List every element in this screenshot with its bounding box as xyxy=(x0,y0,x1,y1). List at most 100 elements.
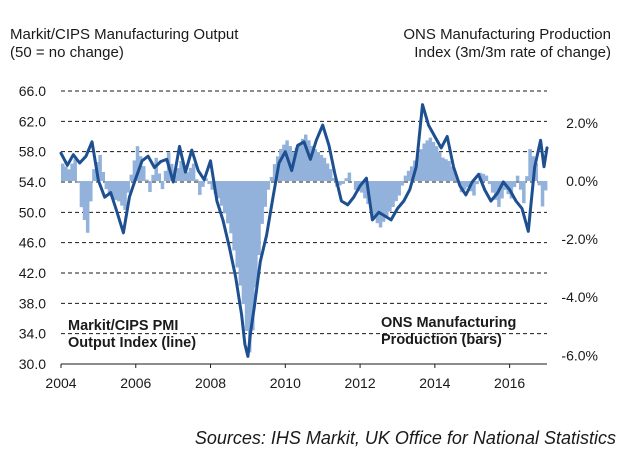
bar xyxy=(201,181,205,187)
bar xyxy=(92,169,96,182)
x-tick-label: 2012 xyxy=(344,375,375,391)
bar xyxy=(176,168,180,182)
bar xyxy=(472,181,476,196)
bar xyxy=(235,181,239,268)
bar xyxy=(67,169,71,182)
bar xyxy=(185,172,190,182)
bar xyxy=(148,181,152,192)
bar xyxy=(216,181,221,199)
bar xyxy=(251,181,255,331)
bar xyxy=(540,181,545,207)
pmi-line xyxy=(59,103,549,358)
bar xyxy=(244,181,249,331)
bar xyxy=(406,170,411,182)
bar xyxy=(157,173,162,182)
bar xyxy=(490,181,495,193)
bar xyxy=(537,181,542,186)
bar xyxy=(73,158,77,182)
bar xyxy=(160,181,165,190)
bar xyxy=(394,181,398,202)
bar xyxy=(422,143,426,182)
bar xyxy=(385,181,389,217)
x-tick-label: 2006 xyxy=(120,375,151,391)
bar xyxy=(263,181,268,207)
bar xyxy=(126,181,130,193)
bar xyxy=(247,181,252,353)
left-tick-label: 58.0 xyxy=(19,144,46,160)
bar xyxy=(534,163,539,182)
bar xyxy=(85,181,90,233)
bar xyxy=(353,181,358,190)
bar xyxy=(522,181,526,204)
bar xyxy=(528,149,532,182)
bar xyxy=(82,181,87,220)
bar xyxy=(241,181,246,305)
left-tick-label: 62.0 xyxy=(19,113,46,129)
bar xyxy=(269,176,274,182)
bar xyxy=(223,181,227,214)
bar xyxy=(101,171,106,182)
bar xyxy=(344,178,349,182)
left-tick-label: 38.0 xyxy=(19,295,46,311)
bar xyxy=(191,163,196,182)
right-tick-label: -6.0% xyxy=(561,347,598,363)
bar xyxy=(310,145,314,182)
bar xyxy=(437,151,442,182)
bar xyxy=(313,149,317,182)
bar xyxy=(378,181,383,228)
bar xyxy=(179,160,183,182)
bar xyxy=(466,181,470,188)
bar xyxy=(129,174,134,182)
left-axis-title: Markit/CIPS Manufacturing Output (50 = n… xyxy=(10,26,239,61)
x-tick-label: 2010 xyxy=(270,375,301,391)
bar xyxy=(360,181,364,193)
gridlines xyxy=(61,90,547,335)
bar xyxy=(61,163,65,182)
bar xyxy=(328,169,333,182)
bar xyxy=(194,179,199,182)
bar xyxy=(279,148,283,182)
bar xyxy=(322,157,327,182)
bar xyxy=(151,174,155,182)
bar xyxy=(341,181,345,184)
bar xyxy=(462,181,467,190)
right-tick-label: -4.0% xyxy=(561,289,598,305)
x-tick-label: 2008 xyxy=(195,375,226,391)
bar xyxy=(204,178,208,182)
bar xyxy=(232,181,236,251)
bar xyxy=(132,160,137,182)
bar xyxy=(307,140,311,182)
bar xyxy=(518,181,523,190)
bar xyxy=(500,181,504,199)
bar xyxy=(163,170,168,182)
bar xyxy=(450,166,454,182)
bar xyxy=(372,181,377,219)
bar xyxy=(210,181,215,190)
bar xyxy=(397,181,401,196)
bar xyxy=(409,166,414,182)
bar xyxy=(266,181,271,190)
bar xyxy=(525,176,529,182)
bar xyxy=(229,181,233,234)
left-tick-label: 30.0 xyxy=(19,356,46,372)
left-tick-label: 54.0 xyxy=(19,174,46,190)
bar xyxy=(484,175,489,182)
bar xyxy=(107,181,112,195)
bar xyxy=(319,154,324,182)
bar xyxy=(188,167,193,182)
right-axis-title: ONS Manufacturing Production Index (3m/3… xyxy=(403,26,611,61)
bar xyxy=(182,166,187,182)
bar xyxy=(316,152,320,182)
bar xyxy=(515,175,520,182)
bar xyxy=(120,181,124,206)
bar xyxy=(543,181,548,191)
left-tick-label: 46.0 xyxy=(19,235,46,251)
bar xyxy=(481,173,486,182)
bar xyxy=(76,181,81,183)
right-tick-label: 0.0% xyxy=(566,173,598,189)
bar xyxy=(70,163,74,182)
line-series-pmi xyxy=(59,103,549,358)
bar xyxy=(294,147,299,182)
bar xyxy=(447,160,451,182)
bar xyxy=(226,181,230,224)
